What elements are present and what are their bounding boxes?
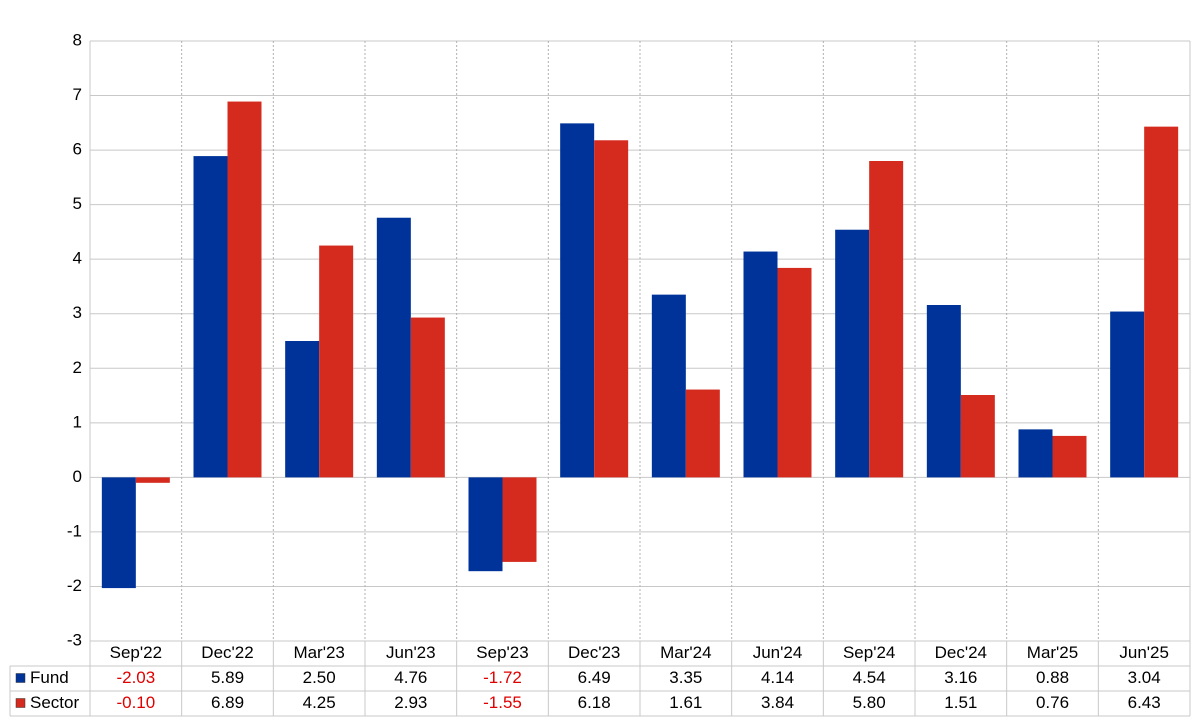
bar	[410, 317, 445, 478]
x-tick-label: Jun'24	[753, 643, 803, 662]
table-value: 3.16	[944, 668, 977, 687]
y-tick-label: 7	[73, 85, 82, 104]
bar	[835, 229, 870, 478]
table-value: 3.84	[761, 693, 794, 712]
x-tick-label: Sep'24	[843, 643, 895, 662]
bar	[101, 477, 136, 589]
x-tick-label: Jun'23	[386, 643, 436, 662]
bar	[193, 156, 228, 478]
table-value: 6.43	[1128, 693, 1161, 712]
y-tick-label: -1	[67, 521, 82, 540]
x-tick-label: Mar'23	[293, 643, 344, 662]
table-value: 3.04	[1128, 668, 1161, 687]
y-tick-label: 2	[73, 358, 82, 377]
bar	[743, 251, 778, 478]
table-value: 5.80	[853, 693, 886, 712]
bar	[651, 294, 686, 478]
y-tick-label: 6	[73, 140, 82, 159]
x-tick-label: Mar'24	[660, 643, 711, 662]
bar	[319, 245, 354, 478]
table-value: 3.35	[669, 668, 702, 687]
y-tick-label: -2	[67, 576, 82, 595]
table-value: 0.76	[1036, 693, 1069, 712]
table-value: -0.10	[116, 693, 155, 712]
table-value: 4.14	[761, 668, 794, 687]
y-tick-label: 1	[73, 412, 82, 431]
x-tick-label: Dec'23	[568, 643, 620, 662]
x-tick-label: Dec'24	[935, 643, 987, 662]
legend-label: Sector	[30, 693, 79, 712]
legend-swatch	[15, 673, 26, 683]
bar	[1018, 429, 1053, 478]
bar	[1052, 435, 1087, 478]
table-value: 6.89	[211, 693, 244, 712]
table-value: 1.61	[669, 693, 702, 712]
bar	[502, 477, 537, 562]
table-value: 2.93	[394, 693, 427, 712]
bar	[869, 161, 904, 478]
table-value: 4.76	[394, 668, 427, 687]
y-tick-label: 5	[73, 194, 82, 213]
table-value: 6.18	[578, 693, 611, 712]
table-value: 5.89	[211, 668, 244, 687]
y-tick-label: 3	[73, 303, 82, 322]
bar	[685, 389, 720, 478]
y-tick-label: -3	[67, 630, 82, 649]
table-value: 6.49	[578, 668, 611, 687]
bar	[960, 395, 995, 478]
x-tick-label: Jun'25	[1119, 643, 1169, 662]
bar	[285, 341, 320, 478]
bar	[926, 305, 961, 478]
x-tick-label: Dec'22	[201, 643, 253, 662]
bar	[1110, 311, 1145, 478]
table-value: 0.88	[1036, 668, 1069, 687]
y-tick-label: 4	[73, 249, 82, 268]
table-value: -2.03	[116, 668, 155, 687]
table-value: 4.25	[303, 693, 336, 712]
bar	[560, 123, 595, 478]
table-value: -1.55	[483, 693, 522, 712]
table-value: -1.72	[483, 668, 522, 687]
bar	[135, 477, 170, 483]
bar	[594, 140, 629, 478]
bar	[468, 477, 503, 572]
y-tick-label: 8	[73, 30, 82, 49]
table-value: 1.51	[944, 693, 977, 712]
x-tick-label: Sep'22	[110, 643, 162, 662]
bar	[1144, 126, 1179, 478]
x-tick-label: Mar'25	[1027, 643, 1078, 662]
legend-swatch	[15, 698, 26, 708]
table-value: 2.50	[303, 668, 336, 687]
bar	[376, 217, 411, 478]
table-value: 4.54	[853, 668, 886, 687]
legend-label: Fund	[30, 668, 69, 687]
y-tick-label: 0	[73, 467, 82, 486]
bar	[227, 101, 262, 478]
x-tick-label: Sep'23	[476, 643, 528, 662]
bar	[777, 267, 812, 478]
